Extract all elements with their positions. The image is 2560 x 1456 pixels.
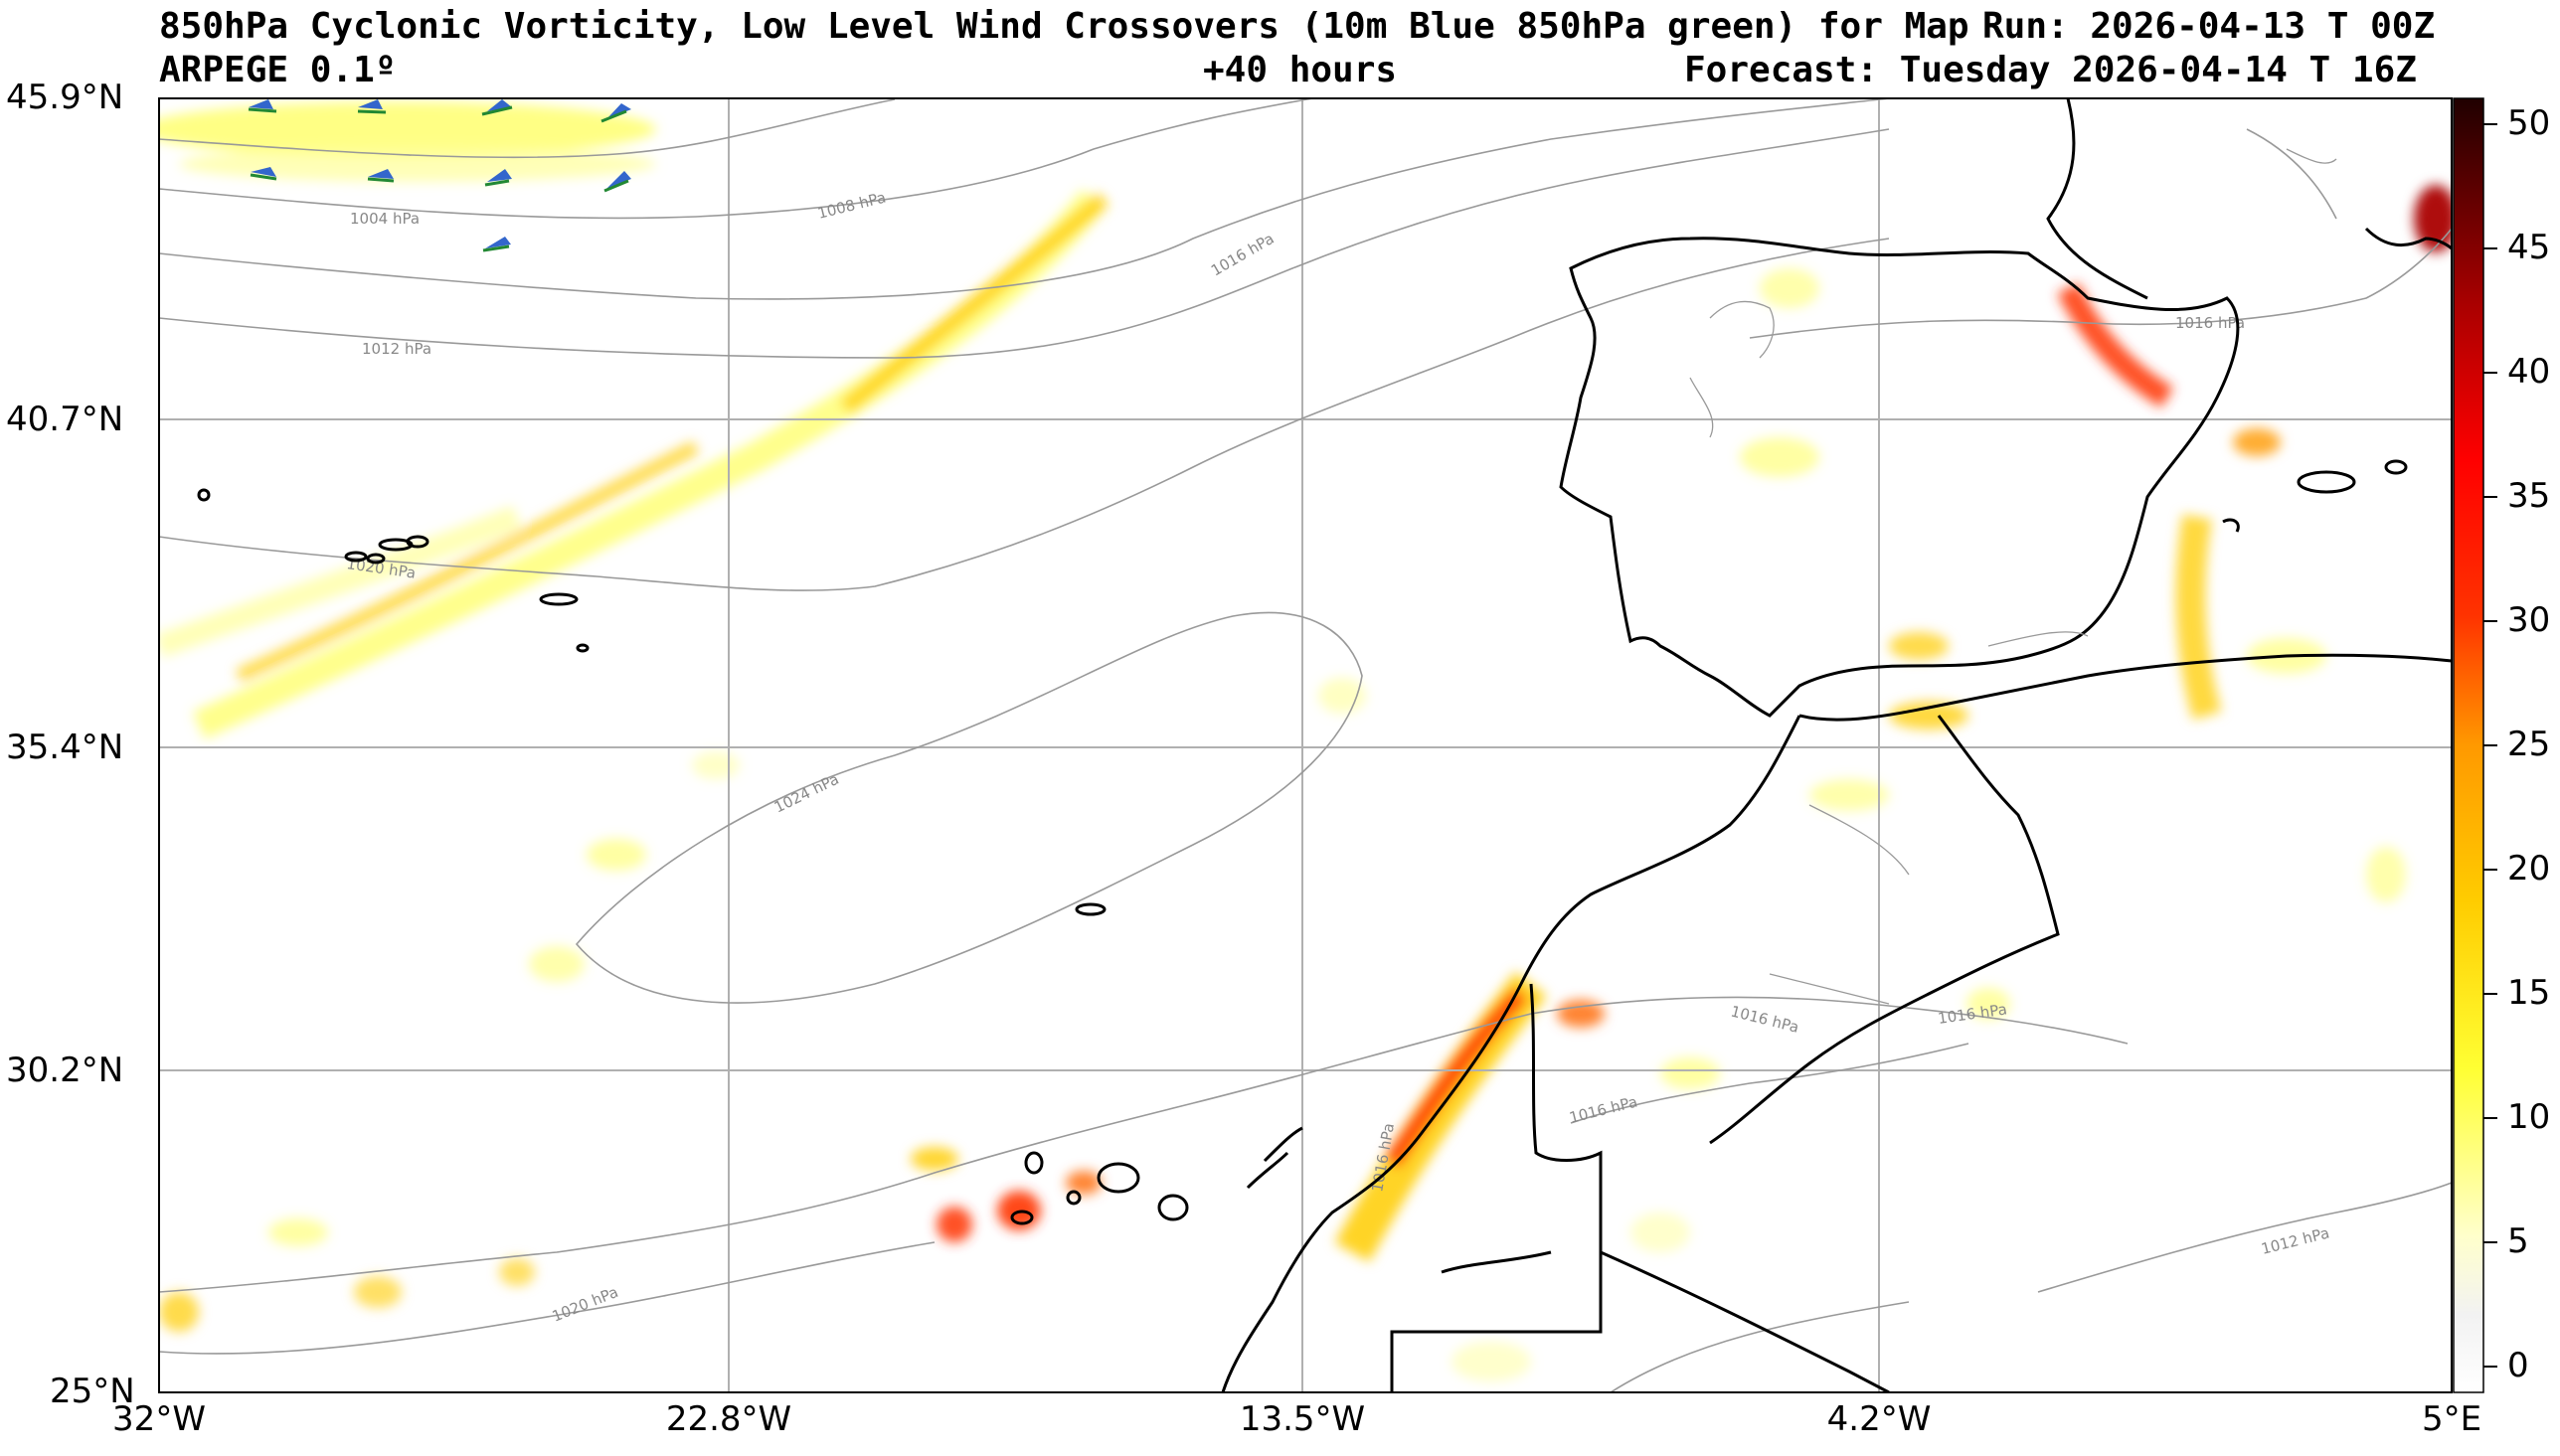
map-background xyxy=(159,98,2452,1392)
colorbar-tick: 5 xyxy=(2507,1221,2529,1261)
coastlines xyxy=(197,98,2452,1392)
lon-label: 13.5°W xyxy=(1239,1399,1366,1439)
colorbar-tick: 45 xyxy=(2507,228,2551,267)
isobar-label: 1004 hPa xyxy=(350,210,420,228)
lon-label: 4.2°W xyxy=(1826,1399,1932,1439)
run-time: Run: 2026-04-13 T 00Z xyxy=(1982,6,2436,47)
isobar-label: 1012 hPa xyxy=(362,340,431,358)
map-frame xyxy=(158,97,2453,1393)
terrain-outlines xyxy=(1689,148,2337,1005)
colorbar-tick: 30 xyxy=(2507,600,2551,640)
forecast-hours: +40 hours xyxy=(1203,50,1398,90)
colorbar-tick: 10 xyxy=(2507,1097,2551,1137)
lon-label: 5°E xyxy=(2421,1399,2482,1439)
lon-label: 32°W xyxy=(112,1399,206,1439)
isobar-label: 1016 hPa xyxy=(2175,314,2245,332)
lon-label: 22.8°W xyxy=(665,1399,792,1439)
map-title: 850hPa Cyclonic Vorticity, Low Level Win… xyxy=(159,6,1969,47)
lat-label: 35.4°N xyxy=(6,728,124,767)
colorbar-tick: 25 xyxy=(2507,725,2551,764)
gridlines xyxy=(159,98,2452,1392)
colorbar-tick: 50 xyxy=(2507,103,2551,143)
colorbar-tick: 40 xyxy=(2507,352,2551,392)
wind-barbs xyxy=(248,99,631,252)
lat-label: 45.9°N xyxy=(6,78,124,117)
colorbar-tick: 35 xyxy=(2507,476,2551,516)
colorbar-tick: 20 xyxy=(2507,849,2551,889)
lat-label: 30.2°N xyxy=(6,1051,124,1090)
model-name: ARPEGE 0.1º xyxy=(159,50,397,90)
lat-label: 25°N xyxy=(50,1372,135,1411)
isobars xyxy=(159,98,2452,1392)
colorbar xyxy=(2453,97,2497,1393)
colorbar-tick: 15 xyxy=(2507,973,2551,1013)
colorbar-tick: 0 xyxy=(2507,1346,2529,1385)
forecast-time: Forecast: Tuesday 2026-04-14 T 16Z xyxy=(1684,50,2417,90)
lat-label: 40.7°N xyxy=(6,400,124,439)
